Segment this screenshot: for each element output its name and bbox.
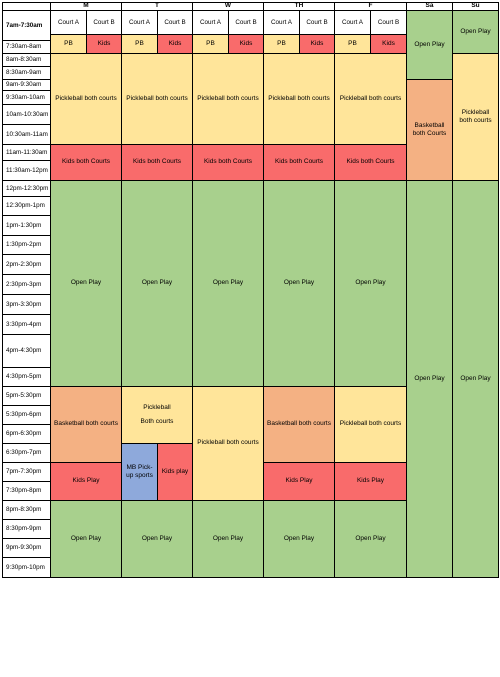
open-play-block-m: Open Play bbox=[50, 180, 122, 387]
time-slot-15: 2:30pm-3pm bbox=[2, 274, 51, 295]
pb-block-f: PB bbox=[334, 34, 371, 54]
time-slot-26: 8pm-8:30pm bbox=[2, 500, 51, 520]
court-a-header-th: Court A bbox=[263, 10, 300, 35]
pickleball-label-line1: Pickleball bbox=[143, 403, 171, 411]
time-slot-23: 6:30pm-7pm bbox=[2, 443, 51, 463]
pickleball-block-w: Pickleball both courts bbox=[192, 53, 264, 145]
basketball-block-m: Basketball both courts bbox=[50, 386, 122, 463]
open-play-block-w: Open Play bbox=[192, 180, 264, 387]
time-slot-12: 1pm-1:30pm bbox=[2, 215, 51, 236]
pickleball-block-f: Pickleball both courts bbox=[334, 53, 407, 145]
court-a-header-m: Court A bbox=[50, 10, 87, 35]
time-slot-25: 7:30pm-8pm bbox=[2, 481, 51, 501]
pickleball-block-su: Pickleball both courts bbox=[452, 53, 499, 181]
time-slot-19: 4:30pm-5pm bbox=[2, 367, 51, 387]
time-slot-1: 7:30am-8am bbox=[2, 40, 51, 54]
time-slot-18: 4pm-4:30pm bbox=[2, 334, 51, 368]
court-b-header-th: Court B bbox=[299, 10, 335, 35]
time-slot-0: 7am-7:30am bbox=[2, 10, 51, 41]
time-slot-6: 10am-10:30am bbox=[2, 104, 51, 125]
pickleball-block-m: Pickleball both courts bbox=[50, 53, 122, 145]
time-slot-5: 9:30am-10am bbox=[2, 90, 51, 105]
evening-open-play-th: Open Play bbox=[263, 500, 335, 578]
kids-block-m: Kids bbox=[86, 34, 122, 54]
time-slot-20: 5pm-5:30pm bbox=[2, 386, 51, 406]
time-slot-7: 10:30am-11am bbox=[2, 124, 51, 145]
open-play-block-sa: Open Play bbox=[406, 180, 453, 578]
evening-open-play-f: Open Play bbox=[334, 500, 407, 578]
kids-block-f: Kids bbox=[370, 34, 407, 54]
kids-block-w: Kids bbox=[228, 34, 264, 54]
open-play-block-th: Open Play bbox=[263, 180, 335, 387]
court-a-header-w: Court A bbox=[192, 10, 229, 35]
kids-both-block-f: Kids both Courts bbox=[334, 144, 407, 181]
open-play-block-su-morning: Open Play bbox=[452, 10, 499, 54]
mb-pickup-block-t: MB Pick- up sports bbox=[121, 443, 158, 501]
time-slot-2: 8am-8:30am bbox=[2, 53, 51, 67]
time-slot-11: 12:30pm-1pm bbox=[2, 196, 51, 216]
pickleball-block-t: Pickleball both courts bbox=[121, 53, 193, 145]
open-play-block-sa-morning: Open Play bbox=[406, 10, 453, 80]
pickleball-block-f-evening: Pickleball both courts bbox=[334, 386, 407, 463]
time-slot-13: 1:30pm-2pm bbox=[2, 235, 51, 255]
kids-play-block-f: Kids Play bbox=[334, 462, 407, 501]
kids-block-th: Kids bbox=[299, 34, 335, 54]
time-slot-21: 5:30pm-6pm bbox=[2, 405, 51, 425]
pb-block-t: PB bbox=[121, 34, 158, 54]
open-play-block-t: Open Play bbox=[121, 180, 193, 387]
pickleball-block-th: Pickleball both courts bbox=[263, 53, 335, 145]
time-slot-14: 2pm-2:30pm bbox=[2, 254, 51, 275]
kids-both-block-m: Kids both Courts bbox=[50, 144, 122, 181]
court-a-header-t: Court A bbox=[121, 10, 158, 35]
court-b-header-m: Court B bbox=[86, 10, 122, 35]
time-slot-8: 11am-11:30am bbox=[2, 144, 51, 161]
time-slot-10: 12pm-12:30pm bbox=[2, 180, 51, 197]
court-b-header-t: Court B bbox=[157, 10, 193, 35]
pb-block-th: PB bbox=[263, 34, 300, 54]
pb-block-w: PB bbox=[192, 34, 229, 54]
kids-both-block-th: Kids both Courts bbox=[263, 144, 335, 181]
time-slot-28: 9pm-9:30pm bbox=[2, 538, 51, 558]
evening-open-play-m: Open Play bbox=[50, 500, 122, 578]
time-slot-27: 8:30pm-9pm bbox=[2, 519, 51, 539]
kids-play-block-th: Kids Play bbox=[263, 462, 335, 501]
time-slot-16: 3pm-3:30pm bbox=[2, 294, 51, 315]
pickleball-block-t-evening: Pickleball Both courts bbox=[121, 386, 193, 444]
evening-open-play-t: Open Play bbox=[121, 500, 193, 578]
time-slot-9: 11:30am-12pm bbox=[2, 160, 51, 181]
court-b-header-f: Court B bbox=[370, 10, 407, 35]
time-slot-22: 6pm-6:30pm bbox=[2, 424, 51, 444]
time-slot-17: 3:30pm-4pm bbox=[2, 314, 51, 335]
open-play-block-f: Open Play bbox=[334, 180, 407, 387]
basketball-block-sa: Basketball both Courts bbox=[406, 79, 453, 181]
open-play-block-su: Open Play bbox=[452, 180, 499, 578]
kids-play-block-m: Kids Play bbox=[50, 462, 122, 501]
pickleball-label-line2: Both courts bbox=[140, 418, 174, 425]
time-slot-29: 9:30pm-10pm bbox=[2, 557, 51, 578]
basketball-block-th: Basketball both courts bbox=[263, 386, 335, 463]
time-slot-24: 7pm-7:30pm bbox=[2, 462, 51, 482]
pickleball-block-w-evening: Pickleball both courts bbox=[192, 386, 264, 501]
pb-block-m: PB bbox=[50, 34, 87, 54]
kids-play-block-t: Kids play bbox=[157, 443, 193, 501]
time-slot-3: 8:30am-9am bbox=[2, 66, 51, 80]
evening-open-play-w: Open Play bbox=[192, 500, 264, 578]
kids-block-t: Kids bbox=[157, 34, 193, 54]
court-b-header-w: Court B bbox=[228, 10, 264, 35]
court-a-header-f: Court A bbox=[334, 10, 371, 35]
kids-both-block-t: Kids both Courts bbox=[121, 144, 193, 181]
kids-both-block-w: Kids both Courts bbox=[192, 144, 264, 181]
